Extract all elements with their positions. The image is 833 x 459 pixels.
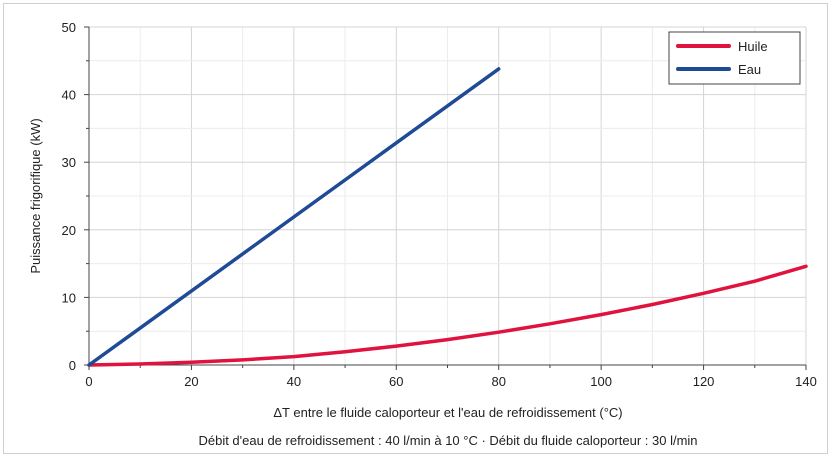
series-line-huile: [87, 264, 808, 367]
y-tick-label: 10: [62, 290, 76, 305]
legend-label-eau: Eau: [738, 62, 761, 77]
x-tick-label: 60: [389, 374, 403, 389]
y-tick-label: 20: [62, 223, 76, 238]
legend-box: [668, 31, 801, 85]
legend-label-huile: Huile: [738, 39, 768, 54]
x-tick-label: 80: [491, 374, 505, 389]
series-lines: [87, 67, 808, 367]
x-tick-label: 100: [590, 374, 612, 389]
series-line-eau: [87, 67, 501, 367]
y-axis-title: Puissance frigorifique (kW): [28, 118, 43, 273]
x-axis-title: ΔT entre le fluide caloporteur et l'eau …: [273, 405, 622, 420]
legend: Huile Eau: [668, 31, 801, 85]
y-tick-label: 0: [69, 358, 76, 373]
x-tick-label: 140: [795, 374, 817, 389]
x-tick-label: 0: [85, 374, 92, 389]
x-tick-label: 20: [184, 374, 198, 389]
axes: [84, 26, 807, 370]
x-tick-label: 120: [693, 374, 715, 389]
x-tick-label: 40: [287, 374, 301, 389]
y-tick-label: 30: [62, 155, 76, 170]
tick-labels: 0 20 40 60 80 100 120 140 0 10 20 30 40 50: [62, 20, 817, 389]
y-tick-label: 50: [62, 20, 76, 35]
footnote: Débit d'eau de refroidissement : 40 l/mi…: [198, 433, 697, 448]
y-tick-label: 40: [62, 88, 76, 103]
